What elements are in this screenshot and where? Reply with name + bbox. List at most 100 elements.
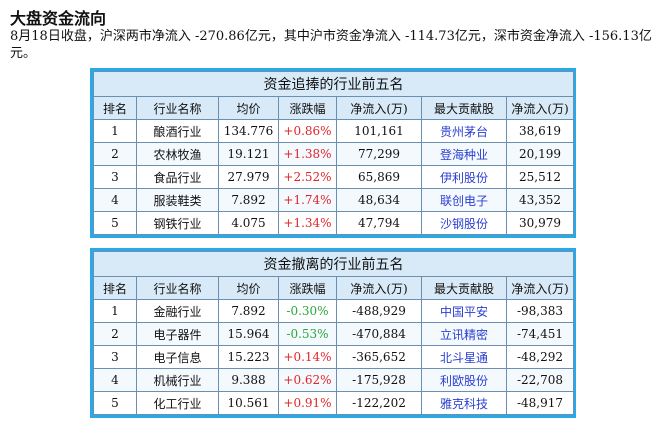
stock-inflow-cell: 38,619 [505, 119, 575, 143]
col-header-net-inflow: 净流入(万) [336, 276, 422, 300]
change-cell: +0.62% [278, 368, 337, 392]
stock-inflow-cell: -98,383 [505, 299, 575, 323]
stock-inflow-cell: 20,199 [505, 142, 575, 166]
rank-cell: 2 [93, 142, 137, 166]
stock-inflow-cell: 25,512 [505, 165, 575, 189]
outflow-table-title: 资金撤离的行业前五名 [92, 251, 575, 277]
industry-cell: 食品行业 [136, 165, 219, 189]
rank-cell: 4 [93, 368, 137, 392]
table-row: 2 农林牧渔 19.121 +1.38% 77,299 登海种业 20,199 [93, 142, 575, 166]
industry-cell: 电子器件 [136, 322, 219, 346]
top-stock-link[interactable]: 伊利股份 [421, 165, 507, 189]
top-stock-link[interactable]: 雅克科技 [421, 391, 507, 415]
col-header-industry: 行业名称 [136, 96, 219, 120]
table-row: 5 化工行业 10.561 +0.91% -122,202 雅克科技 -48,9… [93, 391, 575, 415]
top-stock-link[interactable]: 立讯精密 [421, 322, 507, 346]
table-row: 4 机械行业 9.388 +0.62% -175,928 利欧股份 -22,70… [93, 368, 575, 392]
table-row: 5 钢铁行业 4.075 +1.34% 47,794 沙钢股份 30,979 [93, 211, 575, 235]
change-cell: -0.30% [278, 299, 337, 323]
industry-cell: 机械行业 [136, 368, 219, 392]
inflow-table-title: 资金追捧的行业前五名 [92, 71, 575, 97]
top-stock-link[interactable]: 利欧股份 [421, 368, 507, 392]
rank-cell: 1 [93, 119, 137, 143]
avg-price-cell: 10.561 [218, 391, 279, 415]
col-header-avg-price: 均价 [218, 96, 279, 120]
stock-inflow-cell: -48,292 [505, 345, 575, 369]
top-stock-link[interactable]: 联创电子 [421, 188, 507, 212]
net-inflow-cell: 77,299 [336, 142, 422, 166]
industry-cell: 服装鞋类 [136, 188, 219, 212]
page-title: 大盘资金流向 [10, 9, 107, 28]
col-header-stock-inflow: 净流入(万) [505, 96, 575, 120]
rank-cell: 5 [93, 211, 137, 235]
stock-inflow-cell: -48,917 [505, 391, 575, 415]
top-stock-link[interactable]: 北斗星通 [421, 345, 507, 369]
avg-price-cell: 4.075 [218, 211, 279, 235]
net-inflow-cell: -175,928 [336, 368, 422, 392]
top-stock-link[interactable]: 贵州茅台 [421, 119, 507, 143]
outflow-panel: 资金撤离的行业前五名 排名 行业名称 均价 涨跌幅 净流入(万) 最大贡献股 净… [90, 248, 576, 418]
avg-price-cell: 9.388 [218, 368, 279, 392]
net-inflow-cell: 47,794 [336, 211, 422, 235]
table-row: 1 酿酒行业 134.776 +0.86% 101,161 贵州茅台 38,61… [93, 119, 575, 143]
avg-price-cell: 134.776 [218, 119, 279, 143]
change-cell: +0.91% [278, 391, 337, 415]
change-cell: +1.74% [278, 188, 337, 212]
col-header-industry: 行业名称 [136, 276, 219, 300]
avg-price-cell: 7.892 [218, 299, 279, 323]
table-row: 2 电子器件 15.964 -0.53% -470,884 立讯精密 -74,4… [93, 322, 575, 346]
avg-price-cell: 27.979 [218, 165, 279, 189]
table-row: 3 食品行业 27.979 +2.52% 65,869 伊利股份 25,512 [93, 165, 575, 189]
table-row: 1 金融行业 7.892 -0.30% -488,929 中国平安 -98,38… [93, 299, 575, 323]
avg-price-cell: 7.892 [218, 188, 279, 212]
table-row: 3 电子信息 15.223 +0.14% -365,652 北斗星通 -48,2… [93, 345, 575, 369]
stock-inflow-cell: 30,979 [505, 211, 575, 235]
change-cell: -0.53% [278, 322, 337, 346]
change-cell: +1.38% [278, 142, 337, 166]
top-stock-link[interactable]: 中国平安 [421, 299, 507, 323]
change-cell: +0.14% [278, 345, 337, 369]
avg-price-cell: 15.964 [218, 322, 279, 346]
net-inflow-cell: -470,884 [336, 322, 422, 346]
inflow-table: 资金追捧的行业前五名 排名 行业名称 均价 涨跌幅 净流入(万) 最大贡献股 净… [92, 71, 575, 235]
industry-cell: 化工行业 [136, 391, 219, 415]
stock-inflow-cell: 43,352 [505, 188, 575, 212]
table-row: 4 服装鞋类 7.892 +1.74% 48,634 联创电子 43,352 [93, 188, 575, 212]
top-stock-link[interactable]: 登海种业 [421, 142, 507, 166]
industry-cell: 酿酒行业 [136, 119, 219, 143]
inflow-panel: 资金追捧的行业前五名 排名 行业名称 均价 涨跌幅 净流入(万) 最大贡献股 净… [90, 68, 576, 238]
change-cell: +2.52% [278, 165, 337, 189]
col-header-rank: 排名 [93, 276, 137, 300]
outflow-table: 资金撤离的行业前五名 排名 行业名称 均价 涨跌幅 净流入(万) 最大贡献股 净… [92, 251, 575, 415]
avg-price-cell: 19.121 [218, 142, 279, 166]
rank-cell: 2 [93, 322, 137, 346]
change-cell: +1.34% [278, 211, 337, 235]
col-header-avg-price: 均价 [218, 276, 279, 300]
avg-price-cell: 15.223 [218, 345, 279, 369]
market-summary: 8月18日收盘，沪深两市净流入 -270.86亿元，其中沪市资金净流入 -114… [10, 29, 652, 61]
col-header-top-stock: 最大贡献股 [421, 96, 507, 120]
stock-inflow-cell: -22,708 [505, 368, 575, 392]
industry-cell: 农林牧渔 [136, 142, 219, 166]
industry-cell: 金融行业 [136, 299, 219, 323]
net-inflow-cell: 48,634 [336, 188, 422, 212]
top-stock-link[interactable]: 沙钢股份 [421, 211, 507, 235]
col-header-change: 涨跌幅 [278, 96, 337, 120]
rank-cell: 5 [93, 391, 137, 415]
rank-cell: 3 [93, 165, 137, 189]
col-header-rank: 排名 [93, 96, 137, 120]
stock-inflow-cell: -74,451 [505, 322, 575, 346]
col-header-net-inflow: 净流入(万) [336, 96, 422, 120]
rank-cell: 4 [93, 188, 137, 212]
industry-cell: 电子信息 [136, 345, 219, 369]
net-inflow-cell: 65,869 [336, 165, 422, 189]
net-inflow-cell: -122,202 [336, 391, 422, 415]
col-header-change: 涨跌幅 [278, 276, 337, 300]
change-cell: +0.86% [278, 119, 337, 143]
net-inflow-cell: -365,652 [336, 345, 422, 369]
col-header-top-stock: 最大贡献股 [421, 276, 507, 300]
col-header-stock-inflow: 净流入(万) [505, 276, 575, 300]
rank-cell: 1 [93, 299, 137, 323]
net-inflow-cell: 101,161 [336, 119, 422, 143]
rank-cell: 3 [93, 345, 137, 369]
